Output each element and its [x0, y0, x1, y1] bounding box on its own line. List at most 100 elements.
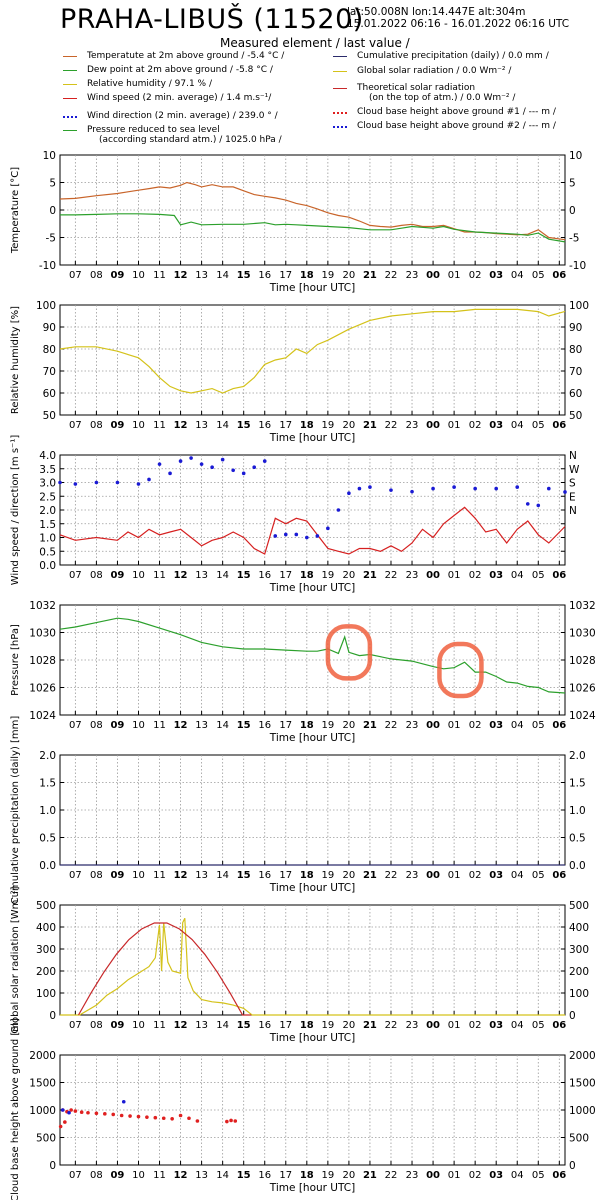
- x-tick-label: 21: [363, 1170, 377, 1181]
- y-tick-label: 500: [569, 900, 589, 912]
- station-title: PRAHA-LIBUŠ (11520): [60, 4, 364, 35]
- x-tick-label: 05: [532, 420, 545, 431]
- x-tick-label: 01: [448, 570, 461, 581]
- x-tick-label: 09: [110, 1170, 124, 1181]
- data-point: [233, 1119, 238, 1123]
- x-tick-label: 03: [489, 1020, 503, 1031]
- y-tick-label: 1.5: [39, 778, 56, 790]
- y-tick-label: 1.0: [569, 805, 586, 817]
- x-tick-label: 09: [110, 420, 124, 431]
- x-tick-label: 05: [532, 1170, 545, 1181]
- y-tick-label: 1000: [29, 1105, 56, 1117]
- y-tick-label: 0.5: [569, 833, 586, 845]
- x-tick-label: 07: [69, 720, 82, 731]
- x-tick-label: 23: [406, 870, 419, 881]
- x-tick-label: 21: [363, 1020, 377, 1031]
- data-point: [389, 488, 393, 492]
- x-tick-label: 06: [552, 1020, 566, 1031]
- data-point: [111, 1112, 116, 1117]
- series-line: [60, 917, 565, 1016]
- x-tick-label: 04: [511, 1020, 524, 1031]
- y-axis-label: Cloud base height above ground [m]: [10, 1018, 21, 1200]
- x-tick-label: 04: [511, 420, 524, 431]
- data-point: [273, 534, 278, 538]
- x-tick-label: 03: [489, 420, 503, 431]
- data-point: [410, 489, 414, 494]
- x-tick-label: 09: [110, 720, 124, 731]
- x-tick-label: 19: [321, 870, 334, 881]
- x-tick-label: 19: [321, 270, 334, 281]
- x-tick-label: 14: [216, 870, 229, 881]
- x-tick-label: 17: [279, 270, 292, 281]
- data-point: [494, 486, 498, 491]
- y-tick-label: 50: [43, 410, 56, 422]
- y-tick-label: 1028: [569, 655, 596, 667]
- legend-item: Global solar radiation / 0.0 Wm⁻² /: [357, 66, 512, 76]
- data-point: [121, 1099, 126, 1104]
- x-tick-label: 13: [195, 1020, 208, 1031]
- y-tick-label: 5: [569, 178, 576, 190]
- x-tick-label: 16: [258, 570, 271, 581]
- y-tick-label: 10: [43, 150, 56, 162]
- x-tick-label: 13: [195, 1170, 208, 1181]
- legend-item: Cloud base height above ground #2 / --- …: [357, 121, 556, 131]
- x-axis-label: Time [hour UTC]: [269, 882, 355, 894]
- y-tick-label: 60: [569, 388, 582, 400]
- x-tick-label: 20: [343, 720, 356, 731]
- y-tick-label: 400: [36, 922, 56, 934]
- x-tick-label: 17: [279, 720, 292, 731]
- x-tick-label: 12: [174, 720, 188, 731]
- data-point: [229, 1118, 233, 1123]
- y-tick-label: 5: [49, 178, 56, 190]
- data-point: [252, 465, 257, 470]
- x-tick-label: 18: [300, 1020, 314, 1031]
- x-tick-label: 07: [69, 1020, 82, 1031]
- legend-swatch: [333, 88, 347, 89]
- y-tick-label: 4.0: [39, 450, 56, 462]
- y-tick-label: 80: [569, 344, 582, 356]
- data-point: [210, 465, 214, 470]
- x-tick-label: 18: [300, 270, 314, 281]
- y-tick-label: 1500: [569, 1078, 596, 1090]
- y-tick-label: 0.0: [39, 860, 56, 872]
- x-tick-label: 22: [385, 570, 398, 581]
- legend-swatch: [63, 98, 77, 99]
- x-tick-label: 01: [448, 1020, 461, 1031]
- series-line: [59, 617, 566, 694]
- x-tick-label: 13: [195, 570, 208, 581]
- data-point: [262, 459, 267, 463]
- y-tick-label: 2.0: [39, 750, 56, 762]
- x-tick-label: 17: [279, 870, 292, 881]
- data-point: [431, 486, 435, 491]
- x-tick-label: 10: [132, 720, 145, 731]
- y-tick-label: 1500: [29, 1078, 56, 1090]
- x-tick-label: 12: [174, 570, 188, 581]
- x-tick-label: 11: [153, 720, 166, 731]
- legend-item: Wind speed (2 min. average) / 1.4 m.s⁻¹/: [87, 93, 272, 103]
- x-tick-label: 22: [385, 870, 398, 881]
- x-tick-label: 08: [90, 570, 103, 581]
- y-tick-label: 0: [569, 1160, 576, 1172]
- x-tick-label: 02: [469, 720, 482, 731]
- x-tick-label: 01: [448, 870, 461, 881]
- legend-item: Theoretical solar radiation (on the top o…: [357, 83, 516, 103]
- x-tick-label: 00: [426, 420, 440, 431]
- x-tick-label: 02: [469, 1170, 482, 1181]
- x-tick-label: 13: [195, 870, 208, 881]
- legend-item: Pressure reduced to sea level (according …: [87, 125, 282, 145]
- x-tick-label: 08: [90, 1170, 103, 1181]
- x-axis-label: Time [hour UTC]: [269, 282, 355, 294]
- y-tick-label: 1032: [29, 600, 56, 612]
- legend-swatch: [63, 56, 77, 57]
- data-point: [103, 1112, 107, 1116]
- y-tick-label: 200: [569, 966, 589, 978]
- x-tick-label: 23: [406, 1020, 419, 1031]
- plot-frame: [59, 304, 566, 416]
- x-tick-label: 14: [216, 420, 229, 431]
- y-tick-label: 500: [569, 1133, 589, 1145]
- data-point: [294, 532, 299, 537]
- y-tick-label: -10: [39, 260, 56, 272]
- x-axis-label: Time [hour UTC]: [269, 1032, 355, 1044]
- x-tick-label: 04: [511, 1170, 524, 1181]
- x-tick-label: 19: [321, 1020, 334, 1031]
